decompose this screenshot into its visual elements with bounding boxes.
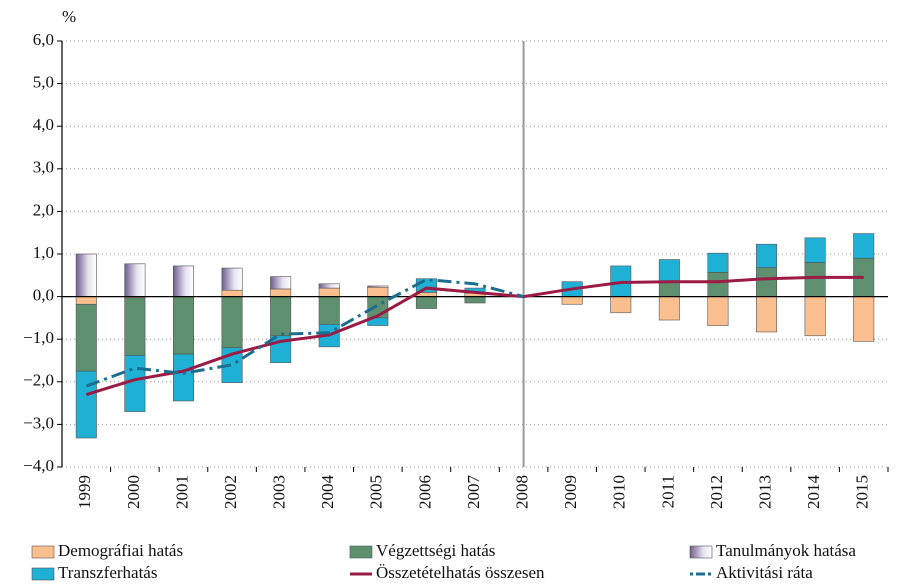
bar	[415, 278, 437, 293]
bar	[221, 296, 243, 349]
legend-swatch	[349, 545, 373, 559]
legend-label: Összetételhatás összesen	[376, 563, 545, 582]
legend-swatch	[31, 567, 55, 581]
bar	[658, 259, 680, 282]
x-tick-label: 2002	[221, 475, 240, 509]
bar	[75, 296, 97, 305]
y-tick-label: 1,0	[33, 243, 54, 262]
x-tick-label: 2011	[658, 475, 677, 508]
x-tick-label: 2003	[270, 475, 289, 509]
bar	[172, 353, 194, 402]
y-tick-label: 0,0	[33, 286, 54, 305]
bar	[804, 262, 826, 297]
line	[85, 275, 864, 397]
bar	[853, 296, 875, 342]
legend-swatch	[31, 545, 55, 559]
legend-swatch	[689, 545, 713, 559]
x-tick-label: 2007	[464, 475, 483, 510]
x-tick-label: 2005	[367, 475, 386, 509]
bar	[367, 286, 389, 297]
x-tick-label: 2012	[707, 475, 726, 509]
bar	[75, 370, 97, 439]
y-tick-label: 6,0	[33, 30, 54, 49]
x-tick-label: 2014	[804, 475, 823, 510]
bar	[318, 296, 340, 325]
bar	[658, 281, 680, 297]
bar	[124, 263, 146, 297]
y-tick-label: 2,0	[33, 200, 54, 219]
bar	[367, 317, 389, 326]
bar	[707, 296, 729, 326]
bar	[610, 296, 632, 314]
bar	[270, 288, 292, 297]
legend-label: Demográfiai hatás	[58, 541, 183, 560]
bar	[172, 296, 194, 355]
legend-label: Végzettségi hatás	[376, 541, 495, 560]
y-tick-label: −2,0	[23, 371, 54, 390]
x-tick-label: 2001	[172, 475, 191, 509]
bar	[853, 233, 875, 259]
legend-label: Aktivitási ráta	[716, 563, 813, 582]
bar	[221, 289, 243, 297]
bar	[318, 283, 340, 289]
legend-label: Transzferhatás	[58, 563, 157, 582]
y-tick-label: −3,0	[23, 413, 54, 432]
x-tick-label: 2009	[561, 475, 580, 509]
x-tick-label: 2008	[512, 475, 531, 509]
bar	[75, 303, 97, 372]
bar	[658, 296, 680, 321]
bar	[707, 272, 729, 297]
bar	[415, 296, 437, 309]
bar	[756, 243, 778, 268]
y-tick-label: 3,0	[33, 158, 54, 177]
x-tick-label: 2013	[755, 475, 774, 509]
bar	[561, 296, 583, 305]
x-tick-label: 2006	[415, 475, 434, 509]
bar	[804, 296, 826, 337]
bar	[221, 267, 243, 291]
bar	[75, 253, 97, 297]
bar	[318, 287, 340, 297]
x-tick-label: 2010	[610, 475, 629, 509]
bar	[804, 237, 826, 263]
x-tick-label: 2004	[318, 475, 337, 510]
bar	[124, 355, 146, 412]
bar	[707, 252, 729, 273]
bar	[756, 267, 778, 297]
y-tick-label: 5,0	[33, 73, 54, 92]
x-tick-label: 1999	[75, 475, 94, 509]
y-tick-label: −1,0	[23, 328, 54, 347]
bar	[270, 296, 292, 337]
legend-label: Tanulmányok hatása	[716, 541, 856, 560]
y-axis-label: %	[62, 7, 76, 26]
bar	[172, 265, 194, 297]
bar	[367, 285, 389, 288]
bar	[464, 296, 486, 304]
bar	[124, 297, 146, 356]
x-tick-label: 2015	[853, 475, 872, 509]
line	[85, 278, 524, 388]
x-tick-label: 2000	[124, 475, 143, 509]
bar	[270, 276, 292, 290]
y-tick-label: 4,0	[33, 115, 54, 134]
bar	[756, 296, 778, 333]
y-tick-label: −4,0	[23, 456, 54, 475]
